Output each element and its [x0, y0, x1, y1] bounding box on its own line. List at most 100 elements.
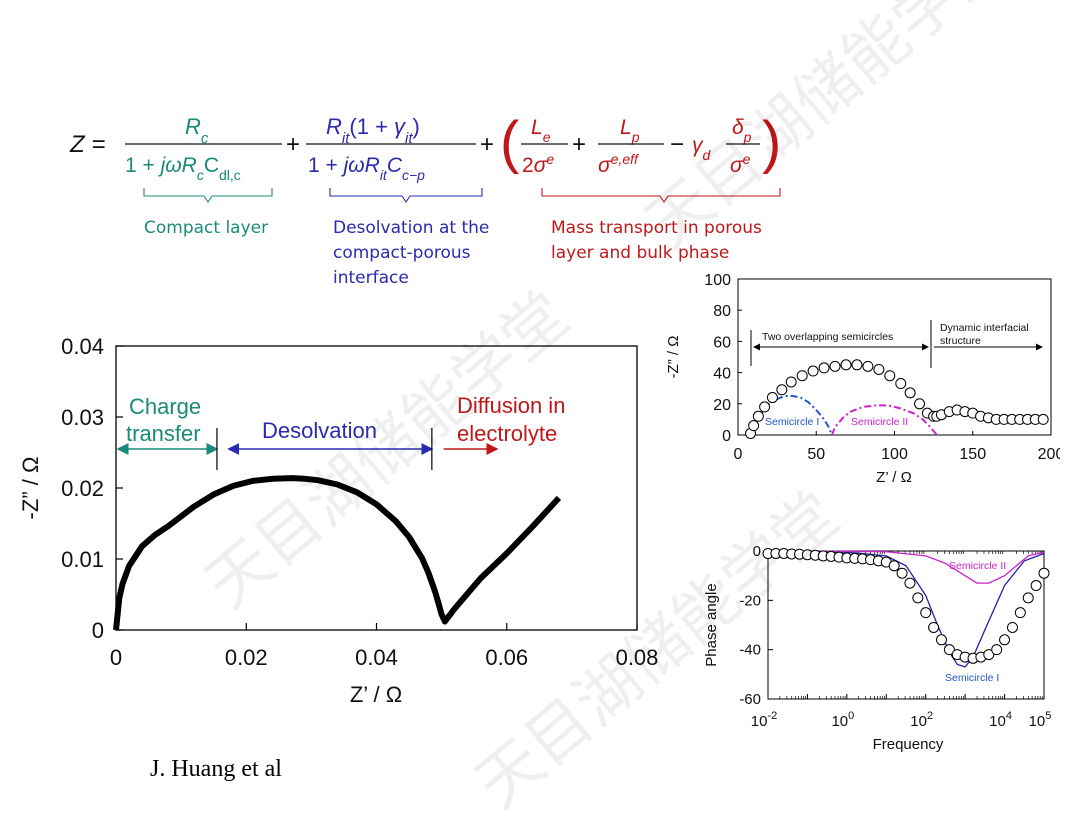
term1-numerator: Rc	[185, 114, 209, 147]
inset1-label-semicircle2: Semicircle II	[851, 416, 908, 428]
inset1-data-point	[807, 365, 819, 377]
label-desolvation-line1: Desolvation at the	[333, 218, 490, 238]
ann-diffusion-line1: Diffusion in	[457, 393, 565, 418]
inset1-ann-dynamic-line2: structure	[940, 335, 981, 347]
main-xtick-label: 0.06	[485, 645, 528, 670]
inset2-ylabel: Phase angle	[703, 583, 720, 666]
svg-text:Le: Le	[531, 116, 551, 145]
svg-text:): )	[762, 110, 781, 175]
inset1-ytick-label: 100	[704, 272, 731, 289]
svg-text:+: +	[286, 131, 300, 158]
inset2-ytick-label: 0	[753, 543, 761, 560]
inset2-label-semicircle2: Semicircle II	[949, 560, 1006, 572]
svg-text:γd: γd	[692, 134, 712, 163]
term1-denominator: 1 + jωRcCdl,c	[125, 154, 241, 183]
inset-phase-chart: 10-2 100 102 104 105 0 -20 -40 -60 Frequency Pha…	[703, 543, 1052, 753]
inset2-xtick-label: 102	[910, 710, 933, 730]
inset1-semicircle2-curve	[830, 404, 938, 436]
term2-numerator: Rit(1 + γit)	[326, 114, 420, 147]
inset2-data-point	[991, 644, 1003, 656]
main-ytick-label: 0.03	[61, 405, 104, 430]
inset1-data-point	[796, 370, 808, 382]
main-ytick-label: 0.01	[61, 547, 104, 572]
inset1-xtick-label: 100	[881, 446, 908, 463]
inset2-xtick-label: 10-2	[751, 710, 777, 730]
inset2-data-point	[1014, 607, 1026, 619]
inset2-xlabel: Frequency	[873, 736, 944, 753]
brace-term1	[143, 188, 273, 203]
inset1-data-point	[862, 360, 874, 372]
inset2-frame	[767, 550, 1045, 700]
inset1-data-point	[776, 384, 788, 396]
inset1-data-point	[785, 376, 797, 388]
inset2-data-point	[912, 592, 924, 604]
inset2-xtick-label: 100	[831, 710, 854, 730]
inset2-ytick-label: -40	[739, 642, 761, 659]
inset1-ytick-label: 60	[713, 334, 731, 351]
inset1-data-point	[840, 359, 852, 371]
ann-charge-line1: Charge	[129, 394, 201, 419]
formula-lhs: Z =	[69, 131, 105, 158]
main-xtick-label: 0.08	[616, 645, 659, 670]
label-mass-transport: Mass transport in porous layer and bulk …	[551, 216, 762, 266]
inset1-ann-dynamic-line1: Dynamic interfacial	[940, 322, 1029, 334]
brace-term3	[541, 188, 781, 203]
term3-expression: ( Le 2σe + Lp σe,eff − γd δp σe )	[500, 110, 781, 177]
inset2-data-point	[928, 621, 940, 633]
label-compact-layer: Compact layer	[144, 218, 269, 238]
svg-text:−: −	[670, 131, 684, 158]
inset2-data-point	[935, 634, 947, 646]
inset1-semicircle1-curve	[749, 395, 833, 436]
inset1-data-point	[759, 401, 771, 413]
inset2-data-point	[1022, 592, 1034, 604]
credit-text: J. Huang et al	[150, 756, 282, 782]
inset1-data-point	[895, 378, 907, 390]
inset1-ytick-label: 20	[713, 397, 731, 414]
inset2-data-point	[896, 567, 908, 579]
inset1-xtick-label: 0	[734, 446, 743, 463]
ann-diffusion-line2: electrolyte	[457, 421, 557, 446]
label-mass-transport-line1: Mass transport in porous	[551, 218, 762, 238]
inset1-data-point	[766, 392, 778, 404]
main-xtick-label: 0.04	[355, 645, 398, 670]
inset1-data-point	[904, 387, 916, 399]
svg-text:Lp: Lp	[620, 116, 640, 145]
inset2-data-point	[983, 649, 995, 661]
inset1-data-point	[873, 363, 885, 375]
inset2-data-point	[888, 560, 900, 572]
inset1-data-point	[914, 398, 926, 410]
main-ytick-label: 0.02	[61, 476, 104, 501]
inset2-data-point	[904, 577, 916, 589]
inset2-ytick-label: -20	[739, 592, 761, 609]
inset2-data-point	[943, 644, 955, 656]
inset2-xtick-label: 105	[1029, 710, 1052, 730]
inset1-label-semicircle1: Semicircle I	[765, 416, 819, 428]
inset2-data-point	[1006, 621, 1018, 633]
inset2-data-point	[1030, 580, 1042, 592]
inset2-ytick-label: -60	[739, 691, 761, 708]
inset2-label-semicircle1: Semicircle I	[945, 672, 999, 684]
inset2-data-point	[1038, 567, 1050, 579]
impedance-formula: Z = Rc 1 + jωRcCdl,c + Rit(1 + γit) 1 + …	[69, 110, 781, 203]
ann-charge-line2: transfer	[126, 421, 201, 446]
svg-text:+: +	[480, 131, 494, 158]
svg-text:σe,eff: σe,eff	[598, 151, 640, 177]
svg-text:σe: σe	[730, 151, 751, 177]
inset1-ytick-label: 0	[722, 428, 731, 445]
inset1-data-point	[748, 420, 760, 432]
svg-text:+: +	[572, 131, 586, 158]
main-xlabel: Z’ / Ω	[350, 682, 402, 707]
inset1-ytick-label: 40	[713, 366, 731, 383]
inset1-ann-overlap: Two overlapping semicircles	[762, 331, 893, 343]
inset1-data-point	[851, 359, 863, 371]
inset2-data-point	[920, 607, 932, 619]
term2-denominator: 1 + jωRitCc−p	[308, 154, 425, 183]
inset1-xlabel: Z’ / Ω	[876, 469, 912, 486]
inset2-xtick-label: 104	[989, 710, 1012, 730]
svg-text:(: (	[500, 110, 519, 175]
inset1-data-point	[818, 362, 830, 374]
main-plot-frame	[115, 345, 638, 631]
label-desolvation: Desolvation at the compact-porous interf…	[333, 216, 489, 291]
main-xtick-label: 0	[110, 645, 122, 670]
